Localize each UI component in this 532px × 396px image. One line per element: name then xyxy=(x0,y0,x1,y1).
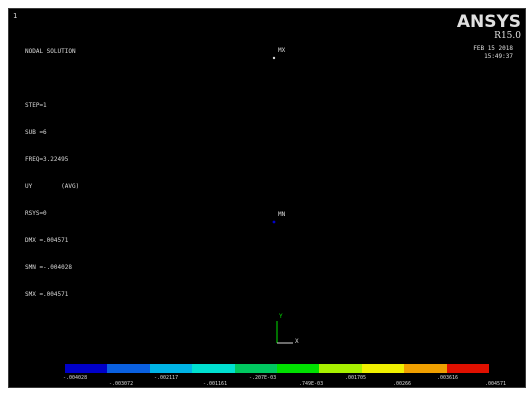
solution-time: 15:49:37 xyxy=(484,53,513,60)
graphics-window[interactable]: 1 NODAL SOLUTION STEP=1 SUB =6 FREQ=3.22… xyxy=(8,8,526,388)
legend-seg-5 xyxy=(234,364,278,373)
legend-label-8: .00266 xyxy=(393,381,412,387)
ansys-logo: ANSYS xyxy=(456,12,521,32)
info-line-uy: UY (AVG) xyxy=(25,183,80,190)
legend-label-1: -.004028 xyxy=(63,375,88,381)
contour-legend-bar xyxy=(65,364,490,373)
mx-marker: MX xyxy=(278,47,286,54)
legend-label-9: .003616 xyxy=(437,375,459,381)
info-line-rsys: RSYS=0 xyxy=(25,210,47,217)
ansys-version: R15.0 xyxy=(494,31,521,41)
legend-label-6: .749E-03 xyxy=(299,381,324,387)
legend-seg-9 xyxy=(404,364,447,373)
legend-seg-2 xyxy=(107,364,150,373)
model-plot[interactable] xyxy=(9,9,526,388)
legend-label-10: .004571 xyxy=(485,381,507,387)
solution-date: FEB 15 2018 xyxy=(473,45,513,52)
legend-seg-8 xyxy=(361,364,405,373)
info-line-smn: SMN =-.004028 xyxy=(25,264,72,271)
solution-info-block: NODAL SOLUTION STEP=1 SUB =6 FREQ=3.2249… xyxy=(25,29,79,317)
node-mn xyxy=(272,220,276,224)
legend-label-7: .001705 xyxy=(345,375,367,381)
legend-seg-4 xyxy=(192,364,235,373)
legend-label-5: -.207E-03 xyxy=(249,375,277,381)
info-line-title: NODAL SOLUTION xyxy=(25,48,76,55)
legend-seg-1 xyxy=(65,364,108,373)
window-number: 1 xyxy=(13,12,18,20)
triad-x-label: X xyxy=(295,338,299,345)
info-line-dmx: DMX =.004571 xyxy=(25,237,69,244)
info-line-smx: SMX =.004571 xyxy=(25,291,69,298)
legend-seg-7 xyxy=(319,364,362,373)
info-line-freq: FREQ=3.22495 xyxy=(25,156,69,163)
info-line-step: STEP=1 xyxy=(25,102,47,109)
legend-label-4: -.001161 xyxy=(203,381,228,387)
legend-label-3: -.002117 xyxy=(154,375,179,381)
info-line-sub: SUB =6 xyxy=(25,129,47,136)
legend-seg-6 xyxy=(277,364,320,373)
legend-seg-10 xyxy=(446,364,490,373)
mn-marker: MN xyxy=(278,211,286,218)
triad-y-label: Y xyxy=(279,313,283,320)
legend-label-2: -.003072 xyxy=(109,381,134,387)
legend-seg-3 xyxy=(149,364,193,373)
ansys-brand: ANSYS R15.0 FEB 15 2018 15:49:37 xyxy=(457,13,521,61)
node-mx xyxy=(272,56,276,60)
